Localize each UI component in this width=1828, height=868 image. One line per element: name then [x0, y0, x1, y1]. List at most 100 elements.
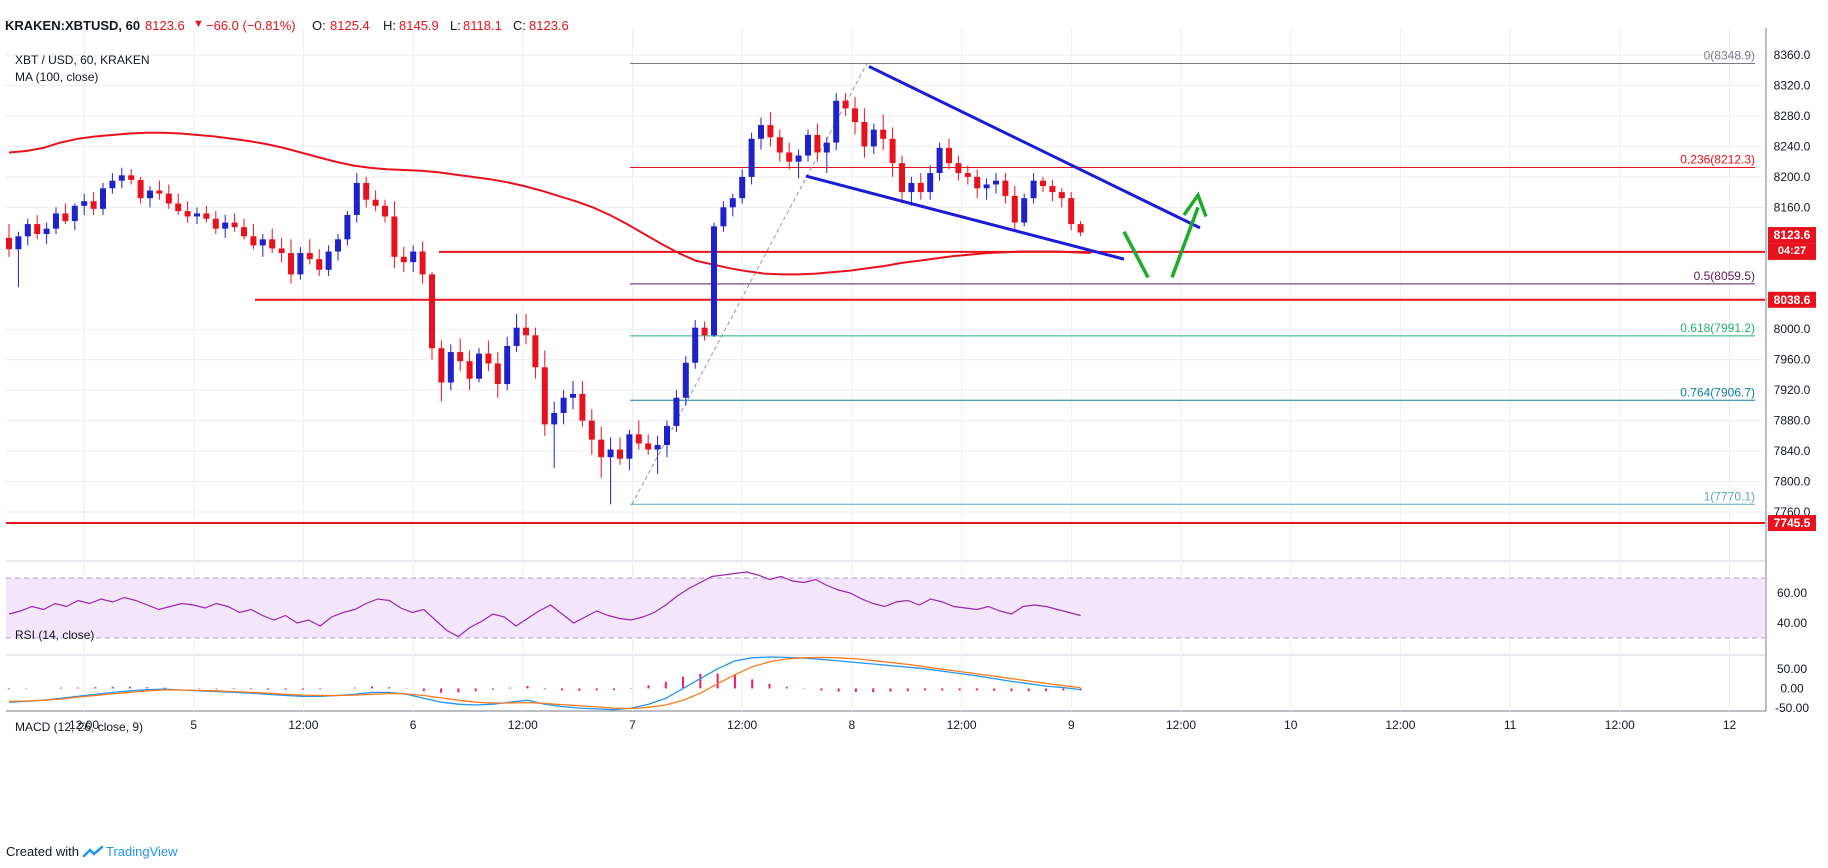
- close-value: 8123.6: [529, 18, 569, 33]
- fib-level-label: 0(8348.9): [1704, 48, 1755, 62]
- candle-body: [805, 134, 811, 156]
- price-tick-label: 8160.0: [1774, 200, 1811, 214]
- x-tick-label: 12:00: [1385, 718, 1415, 732]
- price-label: 7745.5: [1774, 516, 1811, 530]
- candle-body: [43, 228, 50, 234]
- candle-body: [53, 213, 59, 229]
- candle-body: [250, 236, 257, 246]
- candle-body: [429, 274, 435, 349]
- candle-body: [1049, 186, 1056, 193]
- x-tick-label: 12:00: [508, 718, 538, 732]
- candle-body: [71, 205, 78, 222]
- rsi-pane: [6, 571, 1765, 639]
- symbol-label[interactable]: KRAKEN:XBTUSD, 60: [5, 18, 141, 33]
- candle-body: [964, 173, 971, 177]
- candle-body: [927, 173, 934, 193]
- candle-body: [1021, 198, 1028, 223]
- candle-body: [335, 239, 341, 252]
- candle-body: [607, 449, 614, 458]
- candle-body: [786, 152, 793, 162]
- candle-body: [391, 216, 398, 257]
- candle-body: [692, 327, 699, 363]
- candle-body: [476, 353, 482, 379]
- candle-body: [485, 353, 492, 364]
- fib-level-label: 1(7770.1): [1704, 489, 1755, 503]
- x-tick-label: 12: [1723, 718, 1737, 732]
- x-tick-label: 7: [629, 718, 636, 732]
- chart-area[interactable]: 0(8348.9) 0.236(8212.3) 0.5(8059.5) 0.618(7…: [0, 28, 1828, 836]
- candle-body: [758, 125, 764, 139]
- candle-body: [34, 224, 41, 234]
- price-tick-label: 7920.0: [1774, 383, 1811, 397]
- open-label: O:: [312, 18, 326, 33]
- candle-body: [852, 108, 858, 123]
- candle-body: [259, 239, 266, 246]
- price-axis[interactable]: 8360.0 8320.0 8280.0 8240.0 8200.0 8160.0 8123…: [1768, 48, 1816, 715]
- chart-title: XBT / USD, 60, KRAKEN: [15, 53, 150, 67]
- candle-body: [118, 175, 125, 181]
- candle-body: [1011, 195, 1018, 223]
- time-axis[interactable]: 12:00 5 12:00 6 12:00 7 12:00 8 12:00 9 12:00 10 12:…: [69, 718, 1737, 732]
- candle-body: [137, 179, 144, 199]
- candle-body: [194, 213, 200, 217]
- rsi-legend: RSI (14, close): [15, 628, 94, 642]
- macd-tick-label: 50.00: [1777, 662, 1807, 676]
- last-price: 8123.6: [145, 18, 185, 33]
- candle-body: [1077, 224, 1084, 233]
- candle-body: [983, 184, 990, 189]
- candle-body: [100, 188, 106, 209]
- price-change: −66.0 (−0.81%): [206, 18, 296, 33]
- tradingview-brand[interactable]: TradingView: [106, 844, 178, 859]
- tradingview-logo-icon: [82, 845, 104, 858]
- x-tick-label: 9: [1068, 718, 1075, 732]
- down-arrow-icon: ▼: [193, 18, 204, 30]
- candle-body: [748, 138, 755, 177]
- candlestick-series: [6, 93, 1084, 505]
- candle-body: [504, 345, 511, 385]
- candle-body: [682, 362, 689, 398]
- price-tick-label: 7800.0: [1774, 475, 1811, 489]
- candle-body: [814, 134, 821, 153]
- candle-body: [880, 129, 887, 139]
- x-tick-label: 12:00: [1166, 718, 1196, 732]
- candle-body: [729, 198, 736, 208]
- price-tick-label: 8240.0: [1774, 139, 1811, 153]
- x-tick-label: 12:00: [947, 718, 977, 732]
- candle-body: [1002, 180, 1009, 196]
- price-tick-label: 8000.0: [1774, 322, 1811, 336]
- fib-level-label: 0.764(7906.7): [1680, 385, 1755, 399]
- up-arrow-head-icon: [1182, 191, 1208, 218]
- countdown-box: [1768, 243, 1816, 258]
- lower-trendline: [805, 174, 1125, 261]
- candle-body: [523, 327, 529, 336]
- macd-legend: MACD (12, 26, close, 9): [15, 720, 143, 734]
- candle-body: [720, 207, 727, 227]
- x-tick-label: 8: [849, 718, 856, 732]
- price-tick-label: 8320.0: [1774, 78, 1811, 92]
- candle-body: [1058, 192, 1065, 199]
- fib-level-label: 0.618(7991.2): [1680, 321, 1755, 335]
- created-with-label: Created with: [6, 844, 79, 859]
- pane-labels: XBT / USD, 60, KRAKEN MA (100, close) RS…: [15, 53, 150, 734]
- candle-body: [842, 100, 849, 109]
- ma100-line: [8, 131, 1091, 276]
- fib-level-label: 0.236(8212.3): [1680, 152, 1755, 166]
- price-label: 8123.6: [1774, 228, 1811, 242]
- trend-drawings: [805, 65, 1208, 279]
- candle-body: [889, 138, 896, 164]
- ma-legend: MA (100, close): [15, 70, 98, 84]
- candle-body: [278, 248, 285, 254]
- chart-grid: [6, 28, 1767, 712]
- x-tick-label: 12:00: [69, 718, 99, 732]
- candle-body: [1068, 198, 1075, 225]
- candle-body: [382, 205, 388, 217]
- candle-body: [231, 222, 238, 228]
- candle-body: [109, 180, 116, 189]
- candle-body: [203, 213, 210, 219]
- green-up-arrow: [1170, 206, 1200, 279]
- candle-body: [147, 190, 153, 199]
- support-resistance-lines: [6, 250, 1765, 525]
- price-label-box: [1768, 227, 1816, 244]
- signal-line: [8, 656, 1081, 710]
- candle-body: [400, 256, 407, 263]
